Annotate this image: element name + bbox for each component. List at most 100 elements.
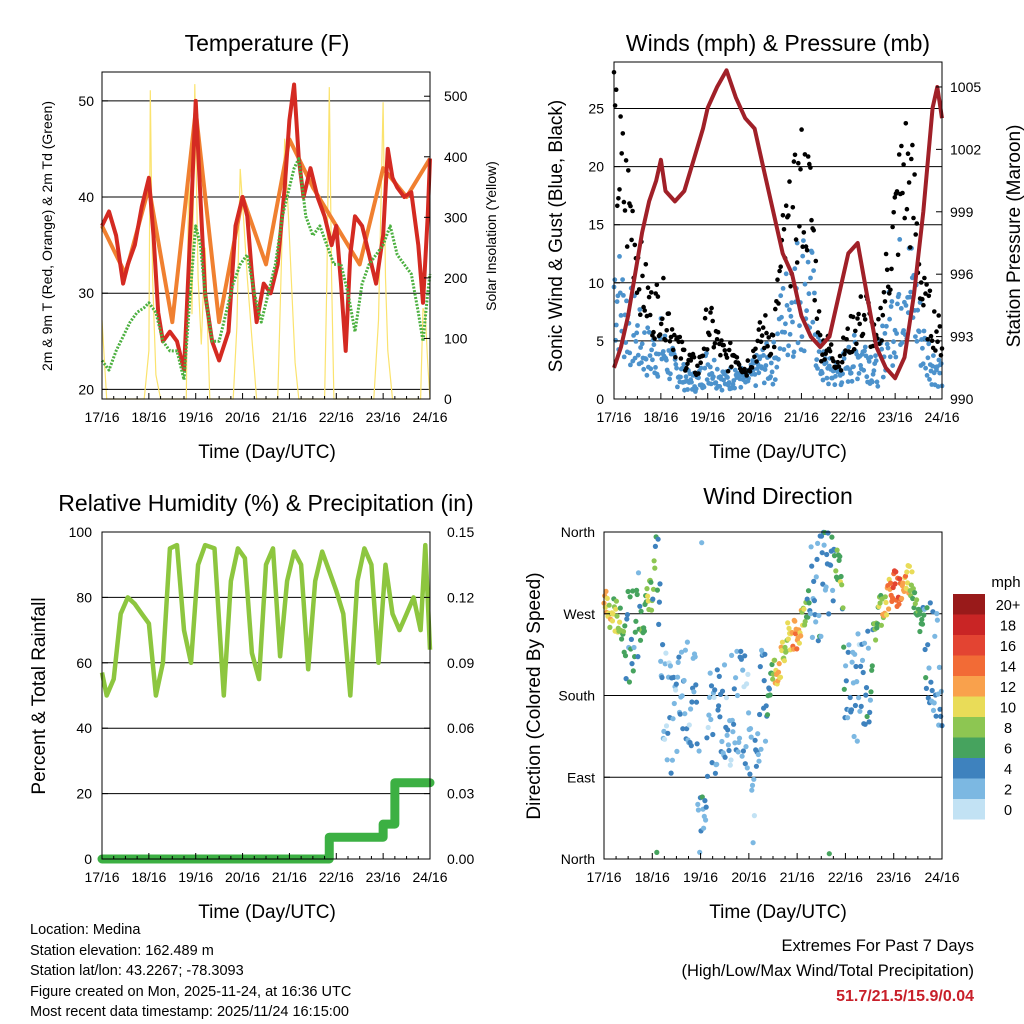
station-info: Location: Medina Station elevation: 162.…	[30, 920, 351, 1023]
wind-direction-point	[694, 741, 700, 747]
wind-direction-point	[868, 689, 874, 695]
y2-tick-label: 0	[444, 391, 452, 407]
gust-point	[892, 195, 898, 200]
wind-direction-point	[775, 669, 782, 675]
x-tick-label: 22/16	[831, 409, 866, 425]
sonic-wind-point	[862, 348, 867, 354]
legend-label: 16	[1000, 639, 1016, 655]
sonic-wind-point	[721, 377, 726, 383]
y2-tick-label: 0.12	[447, 589, 474, 605]
wind-direction-point	[738, 656, 745, 662]
sonic-wind-point	[639, 341, 645, 347]
gust-point	[837, 353, 843, 359]
wind-direction-point	[809, 634, 816, 641]
gust-point	[763, 313, 768, 318]
gust-point	[790, 205, 796, 210]
wind-direction-point	[675, 659, 681, 666]
gust-point	[792, 152, 798, 158]
wind-direction-point	[821, 542, 827, 548]
sonic-wind-point	[646, 329, 652, 335]
wind-direction-point	[896, 601, 902, 607]
wind-direction-point	[926, 665, 932, 671]
wind-direction-point	[702, 798, 708, 804]
wind-direction-point	[675, 674, 681, 680]
x-tick-label: 21/16	[784, 409, 819, 425]
wind-direction-point	[919, 621, 926, 627]
wind-direction-point	[859, 657, 866, 664]
legend-label: 18	[1000, 619, 1016, 635]
sonic-wind-point	[938, 361, 944, 366]
gust-point	[857, 321, 862, 327]
gust-point	[854, 341, 859, 347]
wind-direction-point	[762, 738, 769, 744]
gust-point	[645, 285, 651, 291]
sonic-wind-point	[648, 366, 654, 372]
x-tick-label: 24/16	[924, 869, 959, 885]
gust-point	[672, 332, 677, 338]
wind-direction-point	[762, 651, 768, 657]
sonic-wind-point	[730, 381, 736, 387]
wind-direction-point	[925, 695, 931, 701]
wind-direction-point	[635, 654, 641, 660]
sonic-wind-point	[887, 354, 893, 360]
wind-direction-point	[902, 573, 909, 579]
wind-direction-point	[830, 598, 836, 604]
wind-direction-point	[730, 729, 736, 735]
sonic-wind-point	[738, 384, 744, 390]
gust-point	[928, 333, 934, 339]
x-tick-label: 20/16	[737, 409, 772, 425]
wind-direction-point	[906, 563, 913, 569]
y-tick-label: North	[561, 524, 595, 540]
wind-direction-point	[736, 735, 743, 741]
wind-direction-point	[624, 616, 630, 622]
wind-direction-point	[630, 668, 636, 674]
wind-direction-point	[626, 679, 633, 685]
wind-direction-point	[654, 849, 660, 856]
created-text: Figure created on Mon, 2025-11-24, at 16…	[30, 983, 352, 1000]
sonic-wind-point	[820, 377, 826, 383]
wind-direction-point	[617, 619, 623, 625]
gust-point	[613, 87, 619, 92]
direction-ylabel: Direction (Colored By Speed)	[524, 572, 545, 819]
wind-direction-title: Wind Direction	[703, 483, 853, 509]
gust-point	[904, 206, 910, 212]
wind-direction-point	[837, 553, 843, 560]
sonic-wind-point	[787, 307, 792, 313]
y-tick-label: 20	[76, 786, 92, 802]
sonic-wind-point	[656, 351, 661, 357]
gust-point	[620, 131, 626, 136]
gust-point	[918, 280, 924, 285]
y2-tick-label: 500	[444, 88, 468, 104]
sonic-wind-point	[634, 330, 640, 336]
sonic-wind-point	[683, 374, 689, 380]
y-tick-label: 0	[596, 391, 604, 407]
wind-direction-point	[740, 748, 747, 754]
sonic-wind-point	[816, 349, 822, 354]
gust-point	[628, 203, 633, 209]
sonic-wind-point	[848, 370, 854, 376]
gust-point	[851, 347, 857, 352]
sonic-wind-point	[891, 339, 896, 345]
wind-direction-point	[841, 686, 847, 692]
wind-direction-point	[869, 667, 875, 673]
gust-point	[895, 252, 901, 258]
wind-direction-point	[767, 692, 773, 698]
gust-point	[926, 293, 932, 299]
wind-direction-point	[667, 663, 674, 669]
sonic-wind-point	[639, 360, 644, 365]
gust-point	[764, 330, 769, 336]
sonic-wind-point	[801, 348, 807, 354]
sonic-wind-point	[725, 375, 730, 380]
wind-direction-point	[662, 736, 668, 742]
gust-point	[696, 371, 701, 376]
sonic-wind-point	[708, 381, 714, 387]
wind-direction-point	[796, 640, 803, 646]
sonic-wind-point	[866, 359, 872, 364]
wind-direction-point	[849, 659, 855, 665]
extremes-values: 51.7/21.5/15.9/0.04	[836, 988, 974, 1005]
wind-direction-point	[654, 587, 661, 593]
wind-direction-point	[938, 688, 944, 695]
gust-point	[882, 299, 888, 304]
wind-direction-point	[910, 586, 916, 592]
wind-direction-point	[801, 606, 807, 612]
